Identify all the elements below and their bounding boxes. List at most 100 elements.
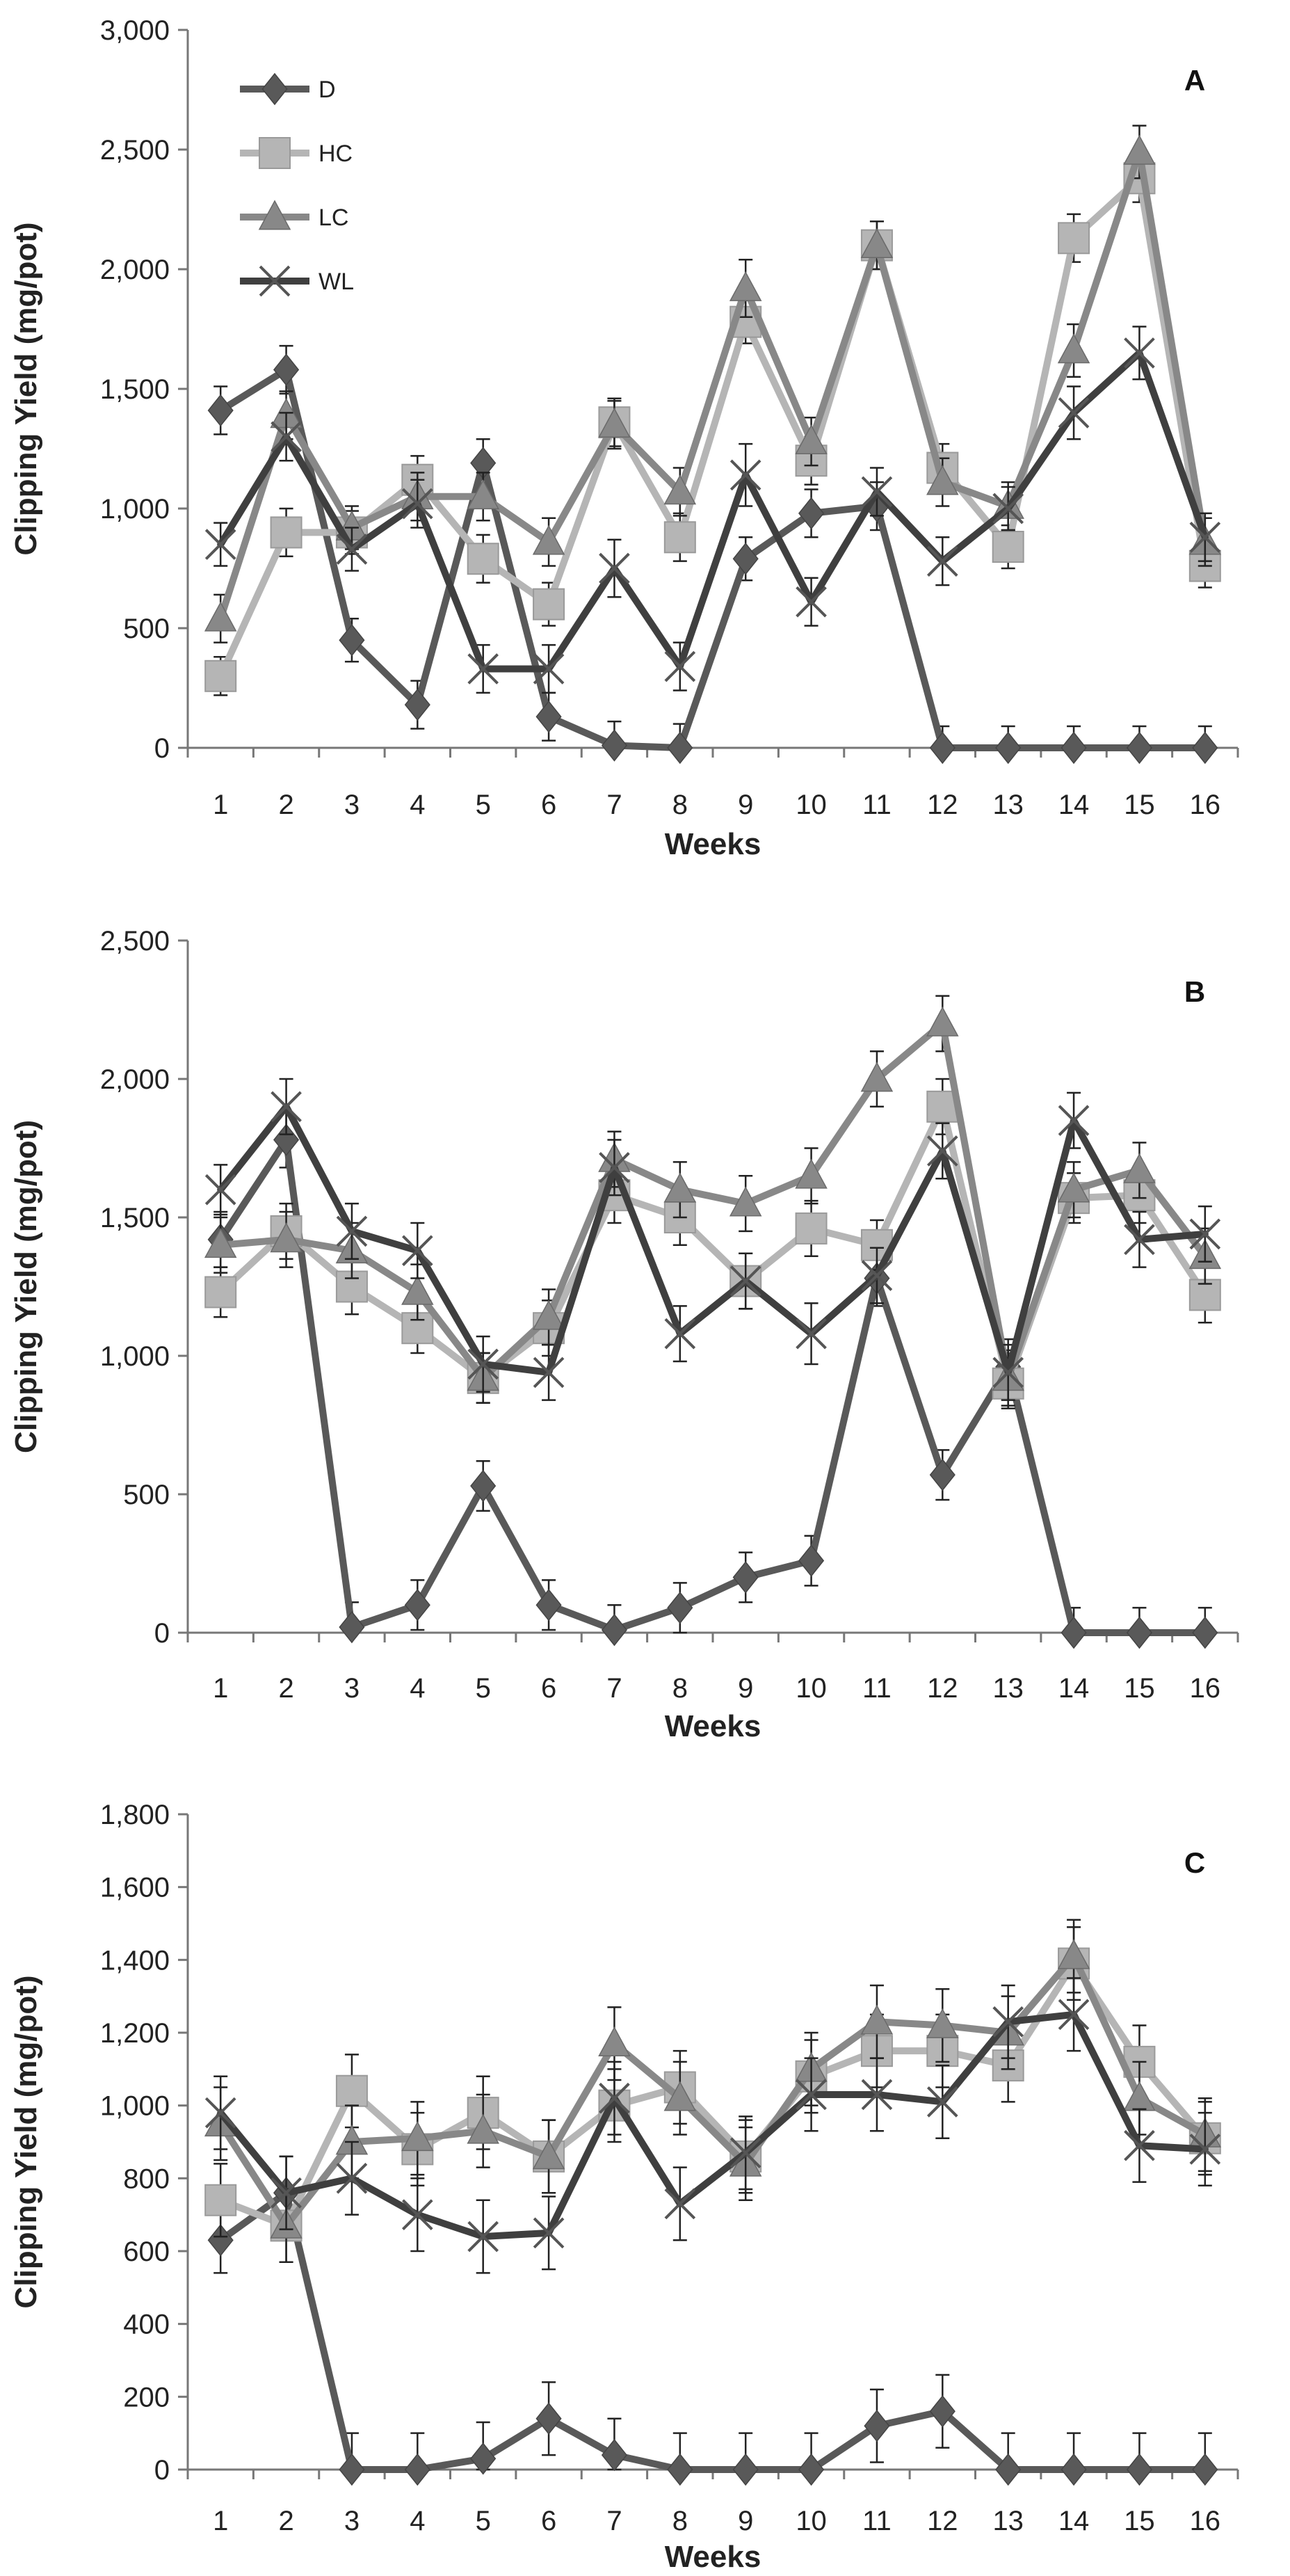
data-point	[1124, 1224, 1155, 1256]
y-tick-label: 1,800	[100, 1800, 170, 1830]
data-point	[1123, 134, 1156, 165]
data-point	[207, 2224, 234, 2257]
data-point	[467, 653, 499, 685]
data-point	[729, 1186, 762, 1217]
data-point	[926, 465, 959, 495]
x-tick-label: 16	[1190, 1673, 1221, 1704]
x-tick-label: 10	[796, 790, 827, 820]
legend-label: D	[319, 77, 336, 103]
data-point	[929, 1458, 956, 1491]
data-point	[795, 1158, 828, 1189]
data-point	[533, 2217, 565, 2249]
panel-label: B	[1184, 975, 1205, 1008]
data-point	[401, 488, 433, 520]
legend-marker	[258, 200, 291, 230]
legend-marker	[261, 72, 288, 106]
y-tick-label: 2,000	[100, 255, 170, 285]
data-point	[601, 1613, 627, 1647]
data-point	[860, 1062, 894, 1092]
data-point	[599, 1152, 630, 1183]
x-tick-label: 12	[927, 1673, 958, 1704]
data-point	[271, 1091, 302, 1123]
series-line	[217, 1103, 1209, 1376]
data-point	[204, 2184, 237, 2216]
x-tick-label: 16	[1190, 790, 1221, 820]
data-point	[601, 2438, 627, 2472]
x-tick-label: 3	[344, 2506, 360, 2536]
data-point	[271, 421, 302, 453]
data-point	[1189, 1218, 1221, 1250]
series-line	[217, 1953, 1209, 2230]
data-point	[663, 1172, 697, 1203]
data-point	[204, 659, 237, 692]
data-point	[339, 1610, 365, 1644]
data-point	[467, 1348, 499, 1380]
data-point	[1126, 731, 1152, 765]
series-LC	[204, 995, 1222, 1407]
legend-label: LC	[319, 205, 348, 231]
x-tick-label: 11	[862, 790, 892, 820]
x-tick-label: 15	[1124, 790, 1155, 820]
data-point	[207, 394, 234, 427]
data-point	[1058, 222, 1090, 255]
data-point	[995, 2453, 1022, 2486]
data-point	[729, 1265, 761, 1297]
data-point	[1057, 1172, 1090, 1203]
y-tick-label: 600	[123, 2237, 170, 2267]
data-point	[532, 1299, 565, 1330]
data-point	[729, 271, 762, 301]
data-point	[532, 525, 565, 555]
x-tick-label: 1	[213, 1673, 228, 1704]
data-point	[798, 1544, 825, 1577]
series-line	[217, 349, 1209, 673]
data-point	[204, 1228, 237, 1258]
data-point	[270, 516, 303, 549]
data-point	[926, 1006, 959, 1037]
data-point	[1123, 1153, 1156, 1183]
x-tick-label: 7	[606, 2506, 622, 2536]
data-point	[1192, 731, 1218, 765]
x-tick-label: 11	[862, 1673, 892, 1704]
data-point	[732, 2453, 759, 2486]
y-tick-label: 0	[154, 733, 170, 764]
data-point	[795, 1212, 828, 1245]
x-tick-label: 10	[796, 1673, 827, 1704]
data-point	[273, 353, 300, 386]
legend-marker	[259, 137, 291, 169]
data-point	[204, 2097, 236, 2129]
series-line	[217, 148, 1209, 623]
x-tick-label: 4	[410, 2506, 425, 2536]
x-tick-label: 14	[1058, 1673, 1090, 1704]
data-point	[1057, 333, 1090, 364]
legend-label: HC	[319, 141, 353, 167]
y-tick-label: 1,400	[100, 1945, 170, 1976]
x-tick-label: 1	[213, 2506, 228, 2536]
series-line	[217, 1020, 1209, 1382]
data-point	[926, 1135, 958, 1167]
data-point	[598, 2026, 631, 2057]
x-tick-label: 2	[278, 790, 293, 820]
data-point	[926, 545, 958, 577]
data-point	[667, 731, 693, 765]
data-point	[1126, 2453, 1152, 2486]
y-tick-label: 1,500	[100, 374, 170, 405]
y-axis-title: Clipping Yield (mg/pot)	[9, 1120, 43, 1453]
x-tick-label: 6	[541, 790, 556, 820]
data-point	[861, 1260, 893, 1291]
x-tick-label: 1	[213, 790, 228, 820]
y-tick-label: 1,500	[100, 1203, 170, 1233]
data-point	[533, 653, 565, 685]
data-point	[467, 2113, 499, 2144]
data-point	[1058, 1999, 1090, 2031]
data-point	[732, 1561, 759, 1594]
y-tick-label: 3,000	[100, 15, 170, 46]
data-point	[598, 407, 631, 438]
data-point	[470, 2442, 497, 2475]
data-point	[335, 2074, 368, 2107]
y-tick-label: 1,000	[100, 1341, 170, 1372]
y-tick-label: 1,000	[100, 494, 170, 525]
data-point	[535, 701, 562, 733]
panel-label: C	[1184, 1846, 1205, 1879]
